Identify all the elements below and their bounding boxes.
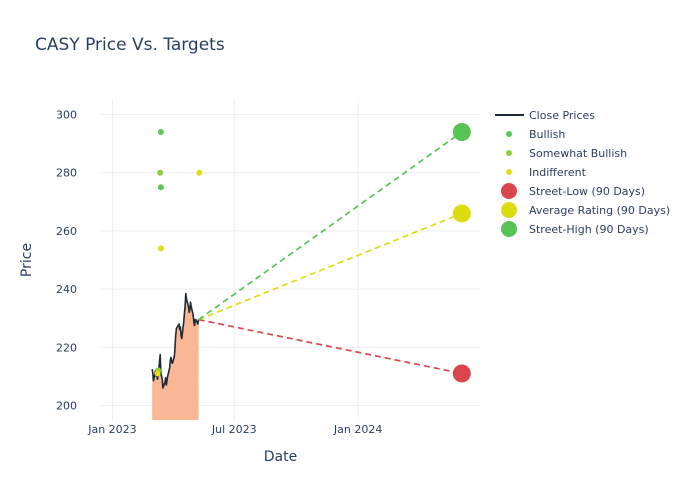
y-tick-label: 220 bbox=[56, 341, 77, 354]
legend-label-street-high: Street-High (90 Days) bbox=[529, 223, 649, 236]
point-layer bbox=[154, 129, 203, 377]
x-tick-label: Jan 2023 bbox=[87, 423, 136, 436]
area-layer bbox=[152, 293, 199, 420]
y-tick-label: 200 bbox=[56, 399, 77, 412]
legend-swatch-average bbox=[501, 202, 517, 218]
rating-point-bullish bbox=[157, 184, 164, 191]
close-price-area bbox=[152, 293, 199, 420]
target-line-street-high bbox=[198, 131, 463, 321]
legend-swatch-indifferent bbox=[506, 169, 512, 175]
x-tick-label: Jul 2023 bbox=[211, 423, 257, 436]
y-tick-label: 240 bbox=[56, 283, 77, 296]
chart-title: CASY Price Vs. Targets bbox=[35, 35, 225, 55]
legend-swatch-somewhat-bullish bbox=[506, 150, 512, 156]
x-axis-label: Date bbox=[264, 449, 297, 465]
y-axis-label: Price bbox=[19, 243, 35, 277]
legend-label-indifferent: Indifferent bbox=[529, 166, 587, 179]
target-marker-street-high bbox=[452, 123, 471, 141]
rating-point-indifferent bbox=[196, 169, 203, 176]
target-marker-street-low bbox=[452, 364, 471, 383]
grid-layer bbox=[101, 100, 480, 420]
legend-label-bullish: Bullish bbox=[529, 128, 565, 141]
legend-label-close-prices: Close Prices bbox=[529, 109, 595, 122]
rating-point-bullish bbox=[157, 129, 164, 135]
legend-label-street-low: Street-Low (90 Days) bbox=[529, 185, 645, 198]
target-line-average bbox=[198, 212, 463, 321]
legend-label-somewhat-bullish: Somewhat Bullish bbox=[529, 147, 627, 160]
close-price-line bbox=[151, 292, 200, 389]
rating-point-indifferent bbox=[154, 370, 161, 377]
legend-label-average: Average Rating (90 Days) bbox=[529, 204, 670, 217]
line-layer bbox=[151, 292, 200, 389]
legend-swatch-bullish bbox=[506, 131, 512, 137]
rating-point-somewhat-bullish bbox=[157, 169, 164, 176]
legend[interactable]: Close Prices Bullish Somewhat Bullish Indif… bbox=[495, 109, 670, 237]
y-tick-label: 300 bbox=[56, 109, 77, 122]
target-line-street-low bbox=[198, 318, 462, 375]
y-tick-label: 280 bbox=[56, 167, 77, 180]
legend-swatch-street-high bbox=[501, 221, 517, 237]
legend-swatch-street-low bbox=[501, 183, 517, 199]
rating-point-indifferent bbox=[157, 245, 164, 252]
axis-layer: 200 220 240 260 280 300 Jan 2023 Jul 2023 Jan 20… bbox=[56, 109, 382, 436]
x-tick-label: Jan 2024 bbox=[333, 423, 382, 436]
target-layer bbox=[198, 123, 471, 383]
y-tick-label: 260 bbox=[56, 225, 77, 238]
target-marker-average bbox=[452, 204, 471, 223]
